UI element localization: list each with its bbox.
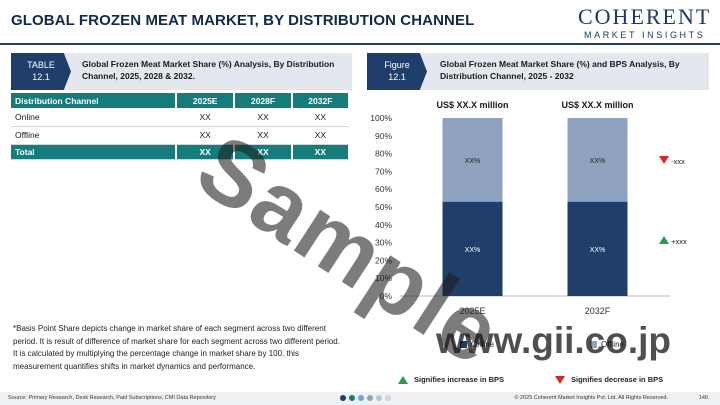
bar-online-2025e xyxy=(442,201,503,296)
table-total-row: Total XX XX XX xyxy=(11,144,351,160)
bps-indicator-up: +xxx xyxy=(659,236,687,246)
bar-offline-2032f xyxy=(567,118,628,202)
col-header-2025: 2025E xyxy=(176,93,236,108)
y-tick-label: 40% xyxy=(375,220,392,230)
col-header-2028: 2028F xyxy=(234,93,293,108)
bar-data-label: XX% xyxy=(465,158,481,165)
footer-copyright: © 2025 Coherent Market Insights Pvt. Ltd… xyxy=(514,395,668,401)
y-tick-label: 10% xyxy=(375,273,392,283)
y-tick-label: 80% xyxy=(375,149,392,159)
down-triangle-icon xyxy=(659,156,669,164)
bar-data-label: XX% xyxy=(590,247,606,254)
dot xyxy=(385,395,391,401)
y-tick-label: 50% xyxy=(375,202,392,212)
table-row: Offline XX XX XX xyxy=(11,126,349,145)
bps-indicator-down: -xxx xyxy=(659,156,685,166)
total-label: Total xyxy=(11,144,177,160)
x-tick-label: 2025E xyxy=(459,306,485,316)
row-label: Online xyxy=(11,108,176,127)
row-label: Offline xyxy=(11,126,176,145)
y-tick-label: 70% xyxy=(375,166,392,176)
bps-footnote: *Basis Point Share depicts change in mar… xyxy=(13,324,340,371)
bar-total-title: US$ XX.X million xyxy=(561,100,633,110)
figure-caption-text: Global Frozen Meat Market Share (%) and … xyxy=(440,59,680,81)
dot xyxy=(340,395,346,401)
down-triangle-icon xyxy=(555,375,565,384)
up-triangle-icon xyxy=(398,375,408,384)
signifier-up-text: Signifies increase in BPS xyxy=(414,375,505,384)
legend-swatch-offline xyxy=(590,341,597,348)
bar-data-label: XX% xyxy=(590,158,606,165)
dot xyxy=(358,395,364,401)
bar-data-label: XX% xyxy=(465,247,481,254)
footer-bar: Source: Primary Research, Desk Research,… xyxy=(0,392,720,405)
legend-offline: Offline xyxy=(590,340,624,349)
logo-main-text: COHERENT xyxy=(578,4,712,29)
x-tick-label: 2032F xyxy=(585,306,611,316)
market-share-table: Distribution Channel 2025E 2028F 2032F O… xyxy=(11,93,351,160)
y-tick-label: 60% xyxy=(375,184,392,194)
total-cell: XX xyxy=(234,144,293,160)
legend-label-online: Online xyxy=(471,340,495,349)
stacked-bar-chart: 0% 10% 20% 30% 40% 50% 60% 70% 80% 90% 100% XX% XX% 2… xyxy=(370,100,670,316)
signifier-decrease: Signifies decrease in BPS xyxy=(555,375,663,384)
y-tick-label: 100% xyxy=(370,113,392,123)
up-triangle-icon xyxy=(659,236,669,244)
signifier-increase: Signifies increase in BPS xyxy=(398,375,504,384)
col-header-2032: 2032F xyxy=(291,93,351,108)
bar-online-2032f xyxy=(567,201,628,296)
footer-dots xyxy=(340,395,391,401)
cell: XX xyxy=(176,126,235,145)
cell: XX xyxy=(176,108,235,127)
y-tick-label: 20% xyxy=(375,255,392,265)
bar-total-title: US$ XX.X million xyxy=(436,100,508,110)
table-tag-line1: TABLE xyxy=(27,60,55,70)
legend-label-offline: Offline xyxy=(601,340,624,349)
legend-online: Online xyxy=(460,340,494,349)
cell: XX xyxy=(291,108,349,127)
table-tag-line2: 12.1 xyxy=(32,72,50,82)
figure-tag-line1: Figure xyxy=(384,60,410,70)
legend-swatch-online xyxy=(460,341,467,348)
dot xyxy=(367,395,373,401)
signifier-down-text: Signifies decrease in BPS xyxy=(571,375,664,384)
table-caption-text: Global Frozen Meat Market Share (%) Anal… xyxy=(82,59,335,81)
page-title: GLOBAL FROZEN MEAT MARKET, BY DISTRIBUTI… xyxy=(11,12,475,29)
table-caption-tag: TABLE 12.1 xyxy=(11,53,71,90)
figure-caption-tag: Figure 12.1 xyxy=(367,53,427,90)
title-rule xyxy=(0,43,720,45)
footer-page-number: 140 xyxy=(698,395,708,401)
bps-up-label: +xxx xyxy=(671,237,687,246)
dot xyxy=(349,395,355,401)
col-header-channel: Distribution Channel xyxy=(11,93,177,108)
y-tick-label: 0% xyxy=(380,291,393,301)
cell: XX xyxy=(234,126,292,145)
table-row: Online XX XX XX xyxy=(11,108,349,127)
cell: XX xyxy=(291,126,349,145)
figure-tag-line2: 12.1 xyxy=(388,72,406,82)
brand-logo: COHERENT MARKET INSIGHTS xyxy=(578,6,710,42)
bps-down-label: -xxx xyxy=(671,157,685,166)
logo-sub-text: MARKET INSIGHTS xyxy=(584,30,706,40)
footer-source: Source: Primary Research, Desk Research,… xyxy=(8,395,216,401)
bar-offline-2025e xyxy=(442,118,503,202)
dot xyxy=(376,395,382,401)
total-cell: XX xyxy=(291,144,351,160)
total-cell: XX xyxy=(176,144,236,160)
y-tick-label: 90% xyxy=(375,131,392,141)
y-tick-label: 30% xyxy=(375,238,392,248)
table-header-row: Distribution Channel 2025E 2028F 2032F xyxy=(11,93,351,108)
cell: XX xyxy=(234,108,292,127)
